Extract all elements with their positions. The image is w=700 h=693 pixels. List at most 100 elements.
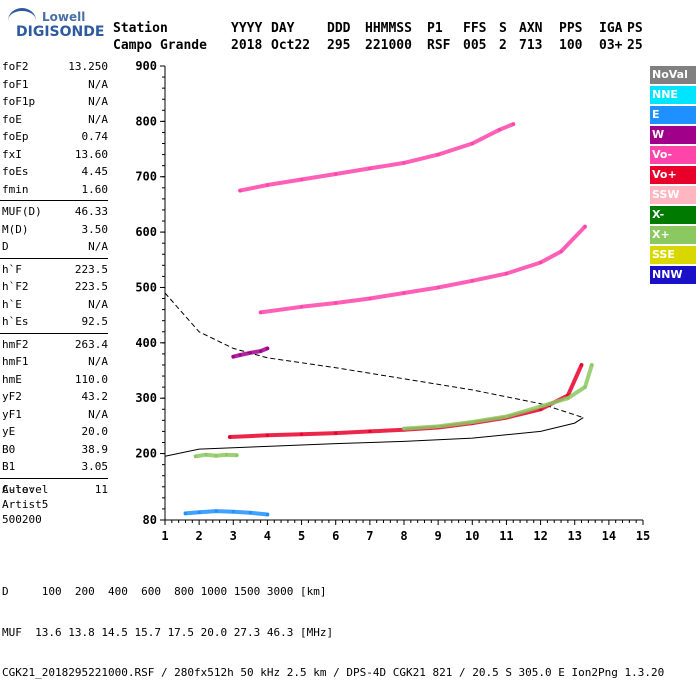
trace-point [402,161,406,165]
logo-arc-icon [8,8,36,33]
param-row: foEs 4.45 [0,163,112,181]
param-value: 20.0 [81,425,109,438]
header-row2-cell: 2 [499,38,507,53]
header-row2-cell: 03+ [599,38,623,53]
header-row1-cell: PS [627,21,643,36]
header-row1-cell: AXN [519,21,543,36]
param-key: fxI [2,147,22,161]
param-row: foE N/A [0,111,112,129]
param-value: N/A [88,355,108,368]
trace-point [590,363,594,367]
y-tick-label: 500 [135,280,157,294]
header-row2-cell: RSF [427,38,451,53]
x-tick-label: 5 [298,529,305,543]
param-row: MUF(D) 46.33 [0,203,112,221]
trace-point [265,346,269,350]
trace-3 [402,363,594,431]
trace-point [265,433,269,437]
x-tick-label: 4 [264,529,271,543]
param-row: foEp 0.74 [0,128,112,146]
trace-point [334,301,338,305]
y-tick-label: 800 [135,114,157,128]
param-value: 3.05 [81,460,109,473]
trace-point [368,429,372,433]
header-row2-cell: 005 [463,38,487,53]
trace-point [214,454,218,458]
trace-point [566,396,570,400]
param-value: N/A [88,112,108,126]
param-value: 223.5 [74,262,108,276]
param-row: M(D) 3.50 [0,221,112,239]
trace-point [235,453,239,457]
trace-point [504,415,508,418]
legend-entry-e: E [650,106,696,124]
trace-point [470,279,474,283]
y-tick-label: 200 [135,447,157,461]
param-key: h`F2 [2,280,29,293]
param-row: foF2 13.250 [0,58,112,76]
param-key: hmF1 [2,355,29,368]
trace-point [559,250,563,253]
auto-software: Artist5 [2,498,49,511]
header-row2-cell: 295 [327,38,351,53]
param-value: 1.60 [81,182,109,196]
param-row: hmE 110.0 [0,371,112,389]
trace-point [539,407,543,411]
x-tick-label: 1 [161,529,168,543]
ionogram-chart: 1 2 3 4 5 6 7 8 9 10 11 12 13 14 158020030040050060070… [135,59,650,543]
parameter-panel: foF2 13.250 foF1 N/A foF1p N/A foE N/A foEp 0.74 f… [0,58,112,498]
trace-point [539,261,543,264]
digisonde-logo: Lowell DIGISONDE [4,6,104,46]
header-row2-cell: 221000 [365,38,412,53]
trace-point [402,291,406,295]
param-key: foF1p [2,95,36,108]
legend-entry-noval: NoVal [650,66,696,84]
x-tick-label: 6 [332,529,339,543]
legend-entry-ssw: SSW [650,186,696,204]
trace-point [470,142,474,145]
param-key: foEp [2,130,29,143]
trace-0 [227,363,584,439]
x-tick-label: 14 [602,529,616,543]
x-tick-label: 3 [230,529,237,543]
param-value: 38.9 [81,442,109,456]
trace-4 [183,509,270,517]
trace-point [300,305,304,309]
param-separator [0,332,108,334]
trace-point [498,128,502,132]
logo-line1: Lowell [42,10,86,24]
auto-version: 500200 [2,513,42,526]
trace-point [194,454,198,458]
auto-scaling-info: Auto: Artist5 500200 [2,482,48,527]
param-key: yE [2,425,16,438]
trace-point [238,189,242,193]
profile-dashed-line [164,292,584,419]
param-value: 43.2 [81,390,109,403]
trace-point [300,178,304,181]
y-tick-label: 600 [135,225,157,239]
param-key: B1 [2,460,16,473]
param-separator [0,200,108,201]
trace-point [214,509,218,513]
param-value: N/A [88,297,108,311]
trace-point [231,510,235,514]
legend-entry-sse: SSE [650,246,696,264]
trace-point [300,432,304,436]
param-key: foE [2,112,22,126]
legend-entry-vo-: Vo- [650,146,696,164]
header-row1-cell: Station [113,21,168,36]
param-row: fxI 13.60 [0,146,112,164]
footer-distance: D 100 200 400 600 800 1000 1500 3000 [km… [2,585,327,598]
legend-entry-w: W [650,126,696,144]
header-row1-cell: DDD [327,21,351,36]
header-row1-cell: P1 [427,21,443,36]
param-row: h`F 223.5 [0,261,112,279]
trace-point [334,431,338,435]
param-value: N/A [88,77,108,91]
trace-point [539,405,543,408]
param-value: 46.33 [74,205,108,218]
x-tick-label: 2 [196,529,203,543]
legend-entry-nne: NNE [650,86,696,104]
x-tick-label: 9 [435,529,442,543]
param-key: hmF2 [2,337,29,351]
